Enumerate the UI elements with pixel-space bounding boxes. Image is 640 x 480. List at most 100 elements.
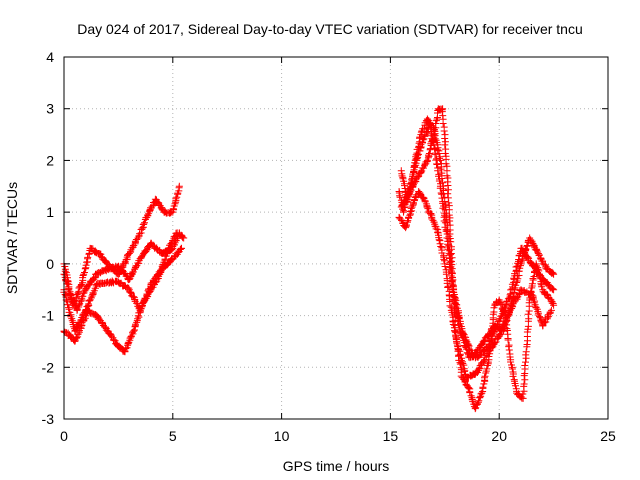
marker-trail — [533, 262, 546, 291]
marker-trail — [71, 307, 89, 334]
data-point — [550, 270, 558, 278]
data-point — [180, 234, 188, 242]
marker-trail — [415, 158, 431, 178]
marker-trail — [428, 215, 442, 236]
marker-trail — [517, 236, 532, 266]
marker-trail — [539, 288, 557, 307]
marker-trail — [441, 263, 455, 311]
y-tick-label: 1 — [46, 204, 54, 220]
marker-trail — [126, 288, 143, 313]
data-point — [406, 187, 414, 195]
marker-trail — [507, 287, 524, 313]
marker-trail — [87, 245, 102, 257]
marker-trail — [496, 298, 509, 318]
series-track-b2 — [397, 115, 558, 361]
data-point — [408, 203, 416, 211]
marker-trail — [526, 236, 542, 256]
marker-trail — [409, 189, 422, 209]
marker-trail — [459, 374, 472, 391]
marker-trail — [435, 231, 448, 265]
marker-trail — [126, 257, 143, 283]
data-point — [130, 327, 138, 335]
marker-trail — [147, 266, 165, 287]
marker-trail — [165, 229, 180, 252]
marker-trail — [438, 108, 451, 170]
marker-trail — [544, 265, 557, 277]
x-tick-label: 0 — [60, 428, 68, 444]
marker-trail — [115, 279, 133, 292]
chart-title: Day 024 of 2017, Sidereal Day-to-day VTE… — [77, 21, 583, 37]
marker-trail — [519, 299, 533, 398]
x-tick-label: 20 — [491, 428, 507, 444]
marker-trail — [422, 200, 436, 219]
marker-trail — [398, 189, 413, 209]
marker-trail — [507, 356, 521, 395]
grid-lines — [64, 57, 608, 419]
x-tick-label: 10 — [274, 428, 290, 444]
marker-trail — [448, 254, 460, 337]
marker-trail — [509, 262, 524, 302]
data-point — [125, 250, 133, 258]
y-tick-label: 3 — [46, 101, 54, 117]
plot-frame — [63, 56, 609, 420]
marker-trail — [82, 282, 100, 313]
marker-trail — [443, 172, 455, 253]
data-point — [547, 306, 555, 314]
marker-trail — [407, 173, 422, 194]
data-point — [436, 156, 444, 164]
data-point — [465, 384, 473, 392]
marker-trail — [82, 270, 100, 292]
marker-trail — [79, 247, 94, 287]
data-series — [60, 105, 558, 413]
marker-trail — [169, 244, 185, 263]
marker-trail — [96, 250, 110, 267]
x-tick-label: 25 — [600, 428, 616, 444]
marker-trail — [126, 236, 141, 256]
marker-trail — [73, 287, 89, 313]
marker-trail — [502, 314, 514, 358]
x-tick-label: 15 — [383, 428, 399, 444]
data-point — [550, 286, 558, 294]
data-point — [478, 389, 486, 397]
data-point — [550, 301, 558, 309]
data-point — [397, 167, 405, 175]
marker-trail — [437, 160, 451, 224]
marker-trail — [115, 251, 132, 278]
marker-trail — [479, 360, 492, 395]
marker-trail — [411, 133, 424, 167]
y-tick-label: 0 — [46, 256, 54, 272]
marker-trail — [539, 308, 554, 330]
marker-trail — [540, 276, 557, 293]
marker-trail — [159, 255, 175, 272]
y-tick-label: 2 — [46, 152, 54, 168]
marker-trail — [402, 204, 416, 230]
data-point — [175, 182, 183, 190]
y-tick-label: -3 — [42, 411, 55, 427]
marker-trail — [424, 133, 438, 162]
series-track-a3 — [60, 229, 181, 356]
marker-trail — [469, 338, 487, 360]
x-tick-label: 5 — [169, 428, 177, 444]
marker-trail — [474, 343, 492, 361]
y-tick-label: -2 — [42, 359, 55, 375]
marker-trail — [535, 251, 550, 273]
marker-trail — [137, 282, 155, 313]
marker-trail — [472, 390, 485, 412]
data-point — [77, 281, 85, 289]
y-tick-label: 4 — [46, 49, 54, 65]
y-axis-label: SDTVAR / TECUs — [4, 182, 20, 294]
marker-trail — [71, 324, 85, 344]
marker-trail — [121, 328, 137, 355]
marker-trail — [135, 214, 150, 240]
series-track-a2 — [60, 182, 183, 309]
series-track-b4 — [397, 105, 558, 413]
marker-trail — [70, 282, 85, 308]
x-axis-label: GPS time / hours — [283, 458, 390, 474]
data-point — [447, 250, 455, 258]
data-point — [173, 229, 181, 237]
marker-trail — [93, 312, 110, 334]
marker-trail — [169, 184, 183, 214]
marker-trail — [153, 196, 167, 214]
axis-ticks: 0 5 10 15 20 25 -3 -2 -1 0 1 2 3 4 — [42, 49, 616, 444]
